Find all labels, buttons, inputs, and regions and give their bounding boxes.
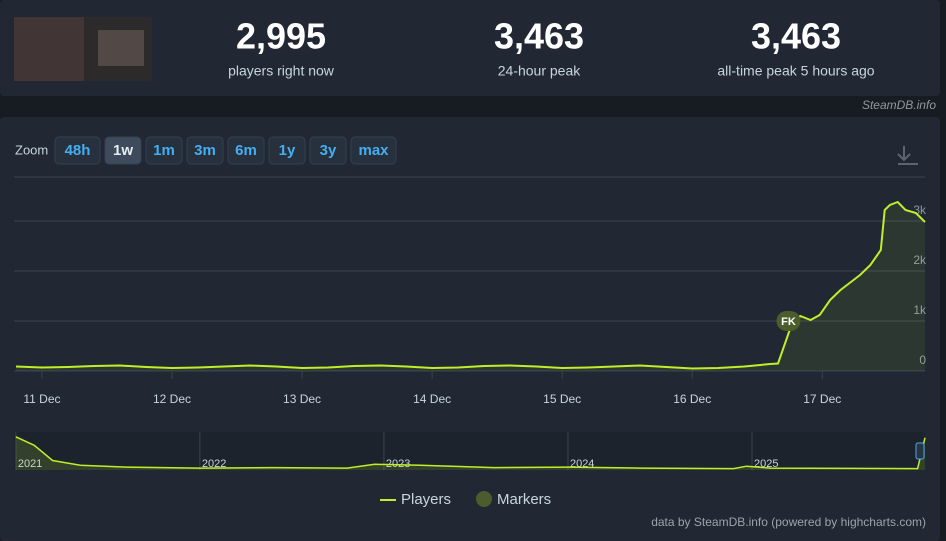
y-tick-label: 0 xyxy=(919,353,926,367)
stat-label: all-time peak 5 hours ago xyxy=(717,63,874,79)
stat-value: 2,995 xyxy=(236,16,326,57)
game-logo xyxy=(98,30,144,66)
x-tick-label: 12 Dec xyxy=(153,392,191,406)
header-panel xyxy=(0,0,940,96)
source: SteamDB.info xyxy=(862,98,936,112)
zoom-button-label[interactable]: 1w xyxy=(113,142,133,159)
stat-label: players right now xyxy=(228,63,335,79)
zoom-label: Zoom xyxy=(15,142,48,157)
stat-value: 3,463 xyxy=(494,16,584,57)
zoom-button[interactable] xyxy=(186,136,224,165)
zoom-button-label[interactable]: 1m xyxy=(153,142,175,159)
zoom-button[interactable] xyxy=(145,136,183,165)
zoom-button-label[interactable]: max xyxy=(358,142,389,159)
navigator-tick-label: 2022 xyxy=(202,458,226,470)
download-icon[interactable] xyxy=(897,146,918,165)
x-tick-label: 16 Dec xyxy=(673,392,711,406)
zoom-button-label[interactable]: 3m xyxy=(194,142,216,159)
navigator-bg xyxy=(14,432,925,470)
y-tick-label: 2k xyxy=(913,253,927,267)
zoom-button[interactable] xyxy=(268,136,306,165)
x-tick-label: 11 Dec xyxy=(23,392,60,406)
x-tick-label: 13 Dec xyxy=(283,392,321,406)
x-tick-label: 15 Dec xyxy=(543,392,581,406)
game-art xyxy=(14,17,84,81)
navigator-tick-label: 2023 xyxy=(386,458,410,470)
zoom-button[interactable] xyxy=(54,136,101,165)
zoom-button[interactable] xyxy=(350,136,397,165)
series-line xyxy=(15,200,926,370)
stat-label: 24-hour peak xyxy=(498,63,582,79)
zoom-button[interactable] xyxy=(227,136,265,165)
zoom-button[interactable] xyxy=(309,136,347,165)
series-area xyxy=(15,202,926,371)
legend-players[interactable]: Players xyxy=(401,491,451,508)
marker[interactable] xyxy=(776,311,801,331)
legend-markers[interactable]: Markers xyxy=(497,491,551,508)
credits: data by SteamDB.info (powered by highcha… xyxy=(651,515,926,529)
zoom-button-label[interactable]: 3y xyxy=(320,142,337,159)
navigator-line xyxy=(15,436,926,470)
navigator-tick-label: 2021 xyxy=(18,458,42,470)
navigator-handle[interactable] xyxy=(915,442,925,460)
zoom-button-label[interactable]: 48h xyxy=(65,142,91,159)
zoom-button-label[interactable]: 1y xyxy=(279,142,296,159)
zoom-button-label[interactable]: 6m xyxy=(235,142,257,159)
legend-markers-swatch[interactable] xyxy=(476,491,492,507)
y-tick-label: 1k xyxy=(913,303,927,317)
stat-value: 3,463 xyxy=(751,16,841,57)
zoom-button[interactable] xyxy=(104,136,142,165)
marker-label: FK xyxy=(781,316,796,328)
x-tick-label: 14 Dec xyxy=(413,392,451,406)
x-tick-label: 17 Dec xyxy=(803,392,841,406)
